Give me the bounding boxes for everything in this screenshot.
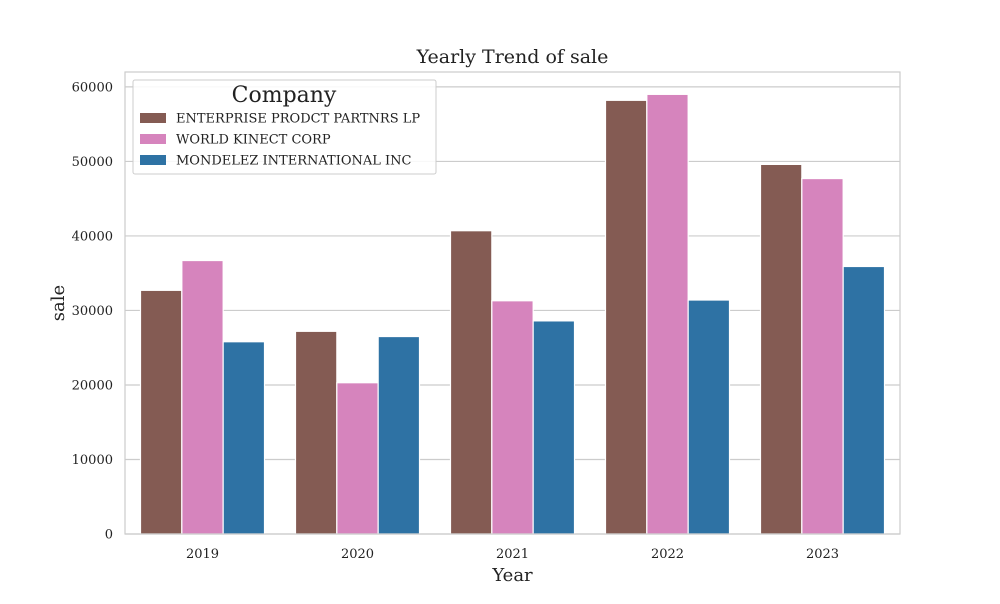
plot-frame [124,71,901,535]
x-tick-labels: 2019 2020 2021 2022 2023 [186,547,839,562]
bar-2020-series-1 [294,330,338,535]
legend-box [132,79,437,175]
x-tick-label: 2021 [496,547,529,562]
bar-2021-series-2 [491,300,534,535]
bar-2023-series-3 [842,265,886,535]
legend-label: WORLD KINECT CORP [176,133,331,148]
bar-2022-series-1 [604,99,648,535]
bar-2021-series-1 [449,230,493,535]
x-axis-label: Year [491,565,533,586]
legend-swatch-series-3 [140,155,166,165]
bar-2019-series-1 [139,289,183,535]
bar-2023-series-1 [759,163,803,535]
y-tick-label: 20000 [72,378,113,393]
bar-2023-series-2 [801,177,844,535]
bar-2019-series-2 [181,259,224,535]
bar-2019-series-3 [222,341,266,535]
bar-2020-series-3 [377,335,421,535]
y-tick-label: 40000 [72,229,113,244]
legend-label: ENTERPRISE PRODCT PARTNRS LP [176,112,420,127]
bar-2022-series-3 [687,299,731,535]
x-tick-label: 2020 [341,547,374,562]
x-tick-label: 2023 [806,547,839,562]
x-tick-label: 2019 [186,547,219,562]
y-tick-labels: 0 10000 20000 30000 40000 50000 60000 [72,80,113,542]
bar-2022-series-2 [646,93,689,535]
y-tick-label: 60000 [72,80,113,95]
legend-swatch-series-2 [140,134,166,144]
y-tick-label: 50000 [72,155,113,170]
bar-2020-series-2 [336,382,379,535]
y-tick-label: 10000 [72,453,113,468]
legend: Company ENTERPRISE PRODCT PARTNRS LP WORL… [132,79,437,175]
x-tick-label: 2022 [651,547,684,562]
chart-title: Yearly Trend of sale [416,46,609,68]
y-tick-label: 30000 [72,304,113,319]
legend-title: Company [232,83,337,108]
bar-2021-series-3 [532,320,576,535]
legend-swatch-series-1 [140,113,166,123]
legend-items: ENTERPRISE PRODCT PARTNRS LP WORLD KINECT… [140,112,420,169]
y-axis-label: sale [48,285,69,321]
y-tick-label: 0 [105,528,113,543]
legend-label: MONDELEZ INTERNATIONAL INC [176,154,412,169]
